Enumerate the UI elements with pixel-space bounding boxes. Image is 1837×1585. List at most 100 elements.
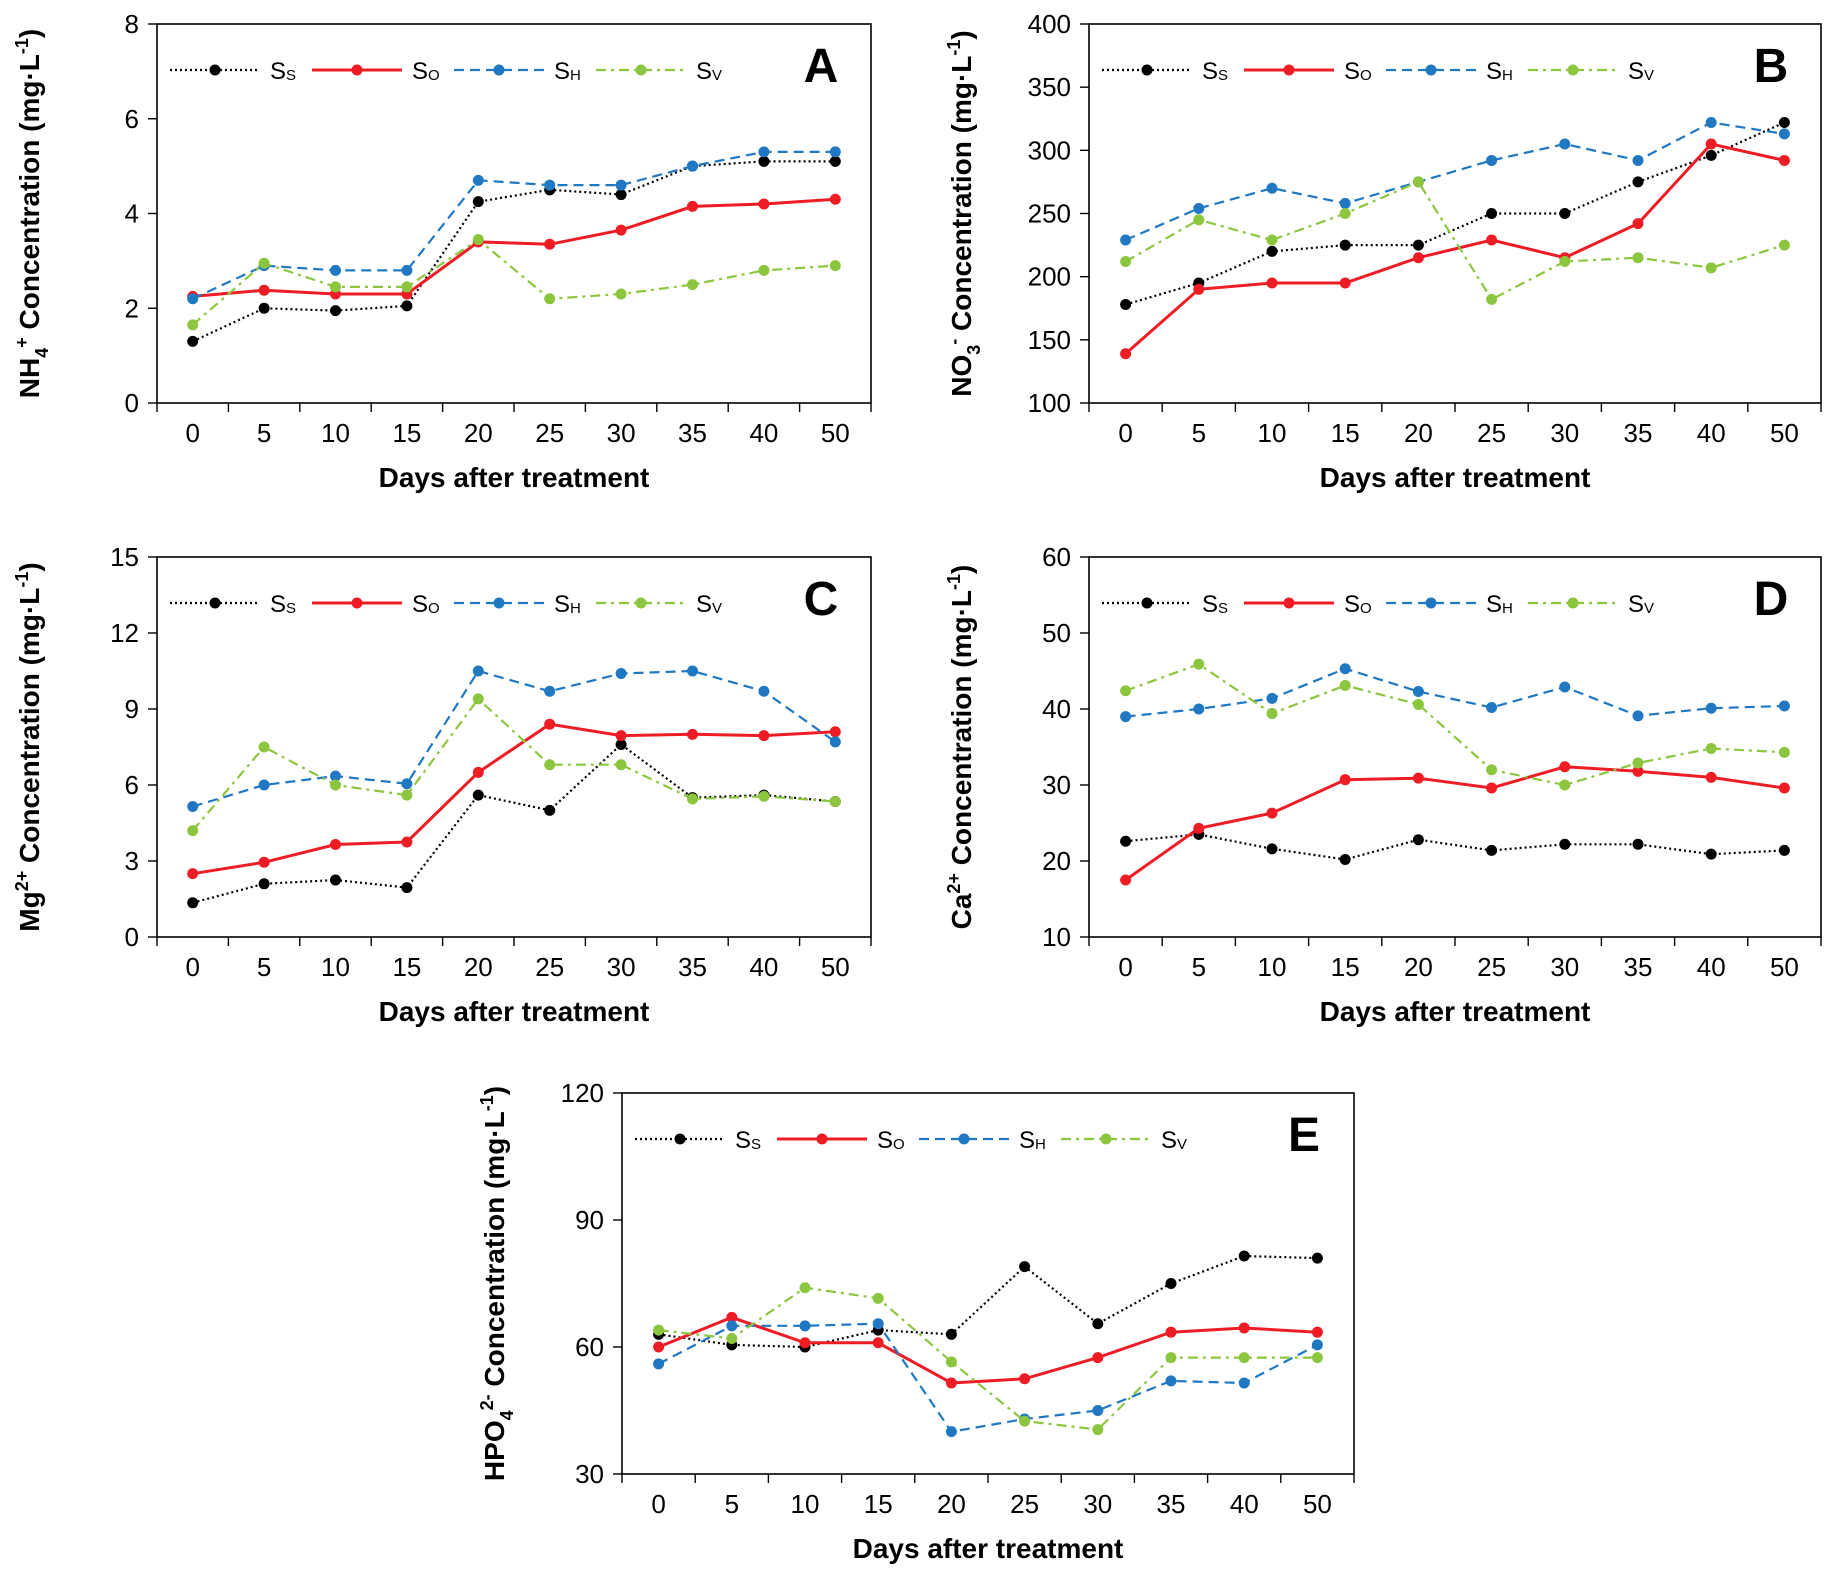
x-axis-title: Days after treatment <box>1320 996 1591 1027</box>
data-point <box>1165 1375 1177 1387</box>
legend-label-main: S <box>412 591 428 618</box>
data-point <box>1412 176 1424 188</box>
data-point <box>1778 746 1790 758</box>
data-point <box>1412 834 1424 846</box>
y-axis-title-part: NH <box>14 358 45 398</box>
legend-label-sub: S <box>1218 600 1228 617</box>
legend-label-sub: S <box>286 600 296 617</box>
legend-item-sh: SH <box>1386 591 1513 618</box>
series-ss <box>187 738 841 909</box>
series-sv <box>187 693 841 837</box>
data-point <box>615 759 627 771</box>
data-point <box>1632 252 1644 264</box>
legend-label-sub: S <box>286 67 296 84</box>
data-point <box>258 779 270 791</box>
data-point <box>401 264 413 276</box>
legend-item-sh: SH <box>1386 58 1513 85</box>
y-axis-title-part: NO <box>946 355 977 397</box>
legend-label-main: S <box>877 1127 893 1154</box>
legend-label: SS <box>270 58 296 85</box>
x-tick-label: 0 <box>651 1489 665 1519</box>
data-point <box>1092 1318 1104 1330</box>
data-point <box>187 825 199 837</box>
data-point <box>1632 710 1644 722</box>
y-tick-label: 20 <box>1042 846 1071 876</box>
series-line <box>192 150 836 300</box>
y-tick-label: 6 <box>125 770 139 800</box>
legend-marker <box>351 64 363 76</box>
legend-label-main: S <box>1202 58 1218 85</box>
series-sh <box>187 146 841 305</box>
legend-label-sub: O <box>428 67 440 84</box>
panel-label: C <box>804 573 839 626</box>
legend-label-sub: H <box>1035 1136 1046 1153</box>
data-point <box>1559 761 1571 773</box>
y-axis-title-part: - <box>944 339 964 345</box>
data-point <box>829 155 841 167</box>
data-point <box>1705 149 1717 161</box>
y-tick-label: 6 <box>125 104 139 134</box>
series-line <box>1125 180 1785 301</box>
legend-label-main: S <box>412 58 428 85</box>
plot-frame <box>156 23 872 404</box>
legend-marker <box>1100 1133 1112 1145</box>
x-tick-label: 5 <box>1192 952 1206 982</box>
x-tick-label: 30 <box>607 418 636 448</box>
data-point <box>544 804 556 816</box>
data-point <box>1486 154 1498 166</box>
legend-marker <box>1567 597 1579 609</box>
legend-label-main: S <box>1344 591 1360 618</box>
x-tick-label: 50 <box>821 952 850 982</box>
data-point <box>330 281 341 293</box>
legend-item-ss: SS <box>1102 591 1228 618</box>
y-axis-title-part: ) <box>946 565 977 574</box>
series-ss <box>653 1250 1323 1353</box>
data-point <box>1193 283 1205 295</box>
legend-marker <box>1425 597 1437 609</box>
data-point <box>187 897 199 909</box>
data-point <box>1486 293 1498 305</box>
data-point <box>401 281 413 293</box>
y-tick-label: 0 <box>125 388 139 418</box>
y-tick-label: 300 <box>1028 135 1071 165</box>
legend-marker <box>635 597 647 609</box>
legend-label: SO <box>1344 58 1372 85</box>
data-point <box>758 146 770 158</box>
legend-label-main: S <box>696 591 712 618</box>
x-tick-label: 40 <box>1697 418 1726 448</box>
y-axis-title-part: Concentration (mg·L <box>14 588 45 871</box>
legend-item-sv: SV <box>596 58 722 85</box>
y-axis-title-part: ) <box>479 1086 510 1095</box>
legend-label-main: S <box>1019 1127 1035 1154</box>
legend-label-sub: O <box>428 600 440 617</box>
series-line <box>1124 142 1785 355</box>
data-point <box>401 836 413 848</box>
data-point <box>799 1282 811 1294</box>
legend-label: SV <box>1161 1127 1187 1154</box>
data-point <box>187 868 199 880</box>
series-line <box>191 238 836 326</box>
panel-label: D <box>1754 573 1789 626</box>
data-point <box>726 1320 738 1332</box>
legend-label: SS <box>270 591 296 618</box>
data-point <box>1120 685 1132 697</box>
legend-label-sub: S <box>751 1136 761 1153</box>
legend-label-sub: V <box>1644 600 1654 617</box>
y-axis-title-part: Concentration (mg·L <box>946 590 977 873</box>
data-point <box>1019 1261 1031 1273</box>
y-axis-title-part: 2+ <box>944 873 964 894</box>
y-tick-label: 10 <box>1042 922 1071 952</box>
data-point <box>1486 208 1498 219</box>
x-tick-label: 30 <box>1083 1489 1112 1519</box>
y-tick-label: 60 <box>1042 542 1071 572</box>
legend-item-ss: SS <box>1102 58 1228 85</box>
legend-label-main: S <box>554 58 570 85</box>
legend-label: SH <box>1486 58 1513 85</box>
y-axis-title-part: 2+ <box>12 871 32 892</box>
y-tick-label: 0 <box>125 922 139 952</box>
legend-label-sub: V <box>712 67 722 84</box>
x-tick-label: 20 <box>1404 952 1433 982</box>
x-tick-label: 25 <box>535 952 564 982</box>
data-point <box>1311 1326 1323 1338</box>
data-point <box>472 665 484 677</box>
